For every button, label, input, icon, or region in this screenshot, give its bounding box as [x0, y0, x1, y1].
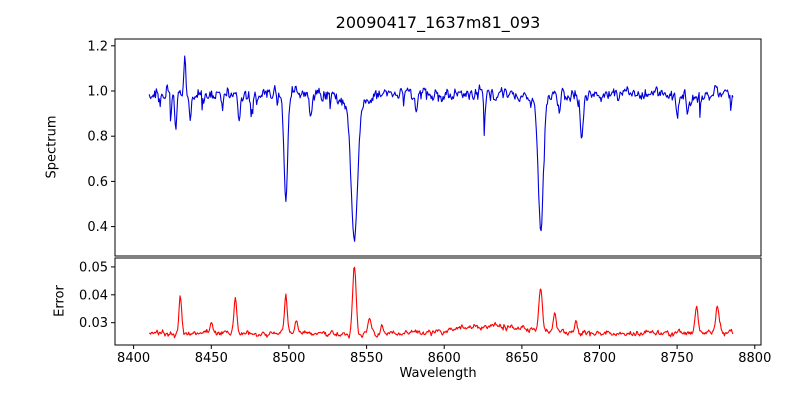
chart-title: 20090417_1637m81_093 [335, 13, 541, 32]
y-tick-label: 0.6 [87, 175, 108, 190]
x-tick-label: 8500 [272, 351, 305, 366]
y-tick-label: 0.05 [79, 260, 108, 275]
x-tick-label: 8400 [117, 351, 150, 366]
y-tick-label: 0.03 [79, 316, 108, 331]
y-tick-label: 1.2 [87, 39, 108, 54]
x-tick-label: 8450 [195, 351, 228, 366]
spectrum-line [148, 55, 734, 242]
y-tick-label: 0.8 [87, 130, 108, 145]
x-tick-label: 8550 [350, 351, 383, 366]
x-tick-label: 8600 [428, 351, 461, 366]
y-tick-label: 1.0 [87, 85, 108, 100]
x-tick-label: 8750 [661, 351, 694, 366]
y-tick-label: 0.4 [87, 220, 108, 235]
y-tick-label: 0.04 [79, 288, 108, 303]
error-panel-border [114, 257, 762, 346]
x-tick-label: 8700 [583, 351, 616, 366]
x-tick-label: 8650 [505, 351, 538, 366]
error-line [148, 266, 734, 339]
x-tick-label: 8800 [738, 351, 771, 366]
x-axis-label: Wavelength [399, 366, 477, 381]
spectrum-panel-border [114, 38, 762, 257]
